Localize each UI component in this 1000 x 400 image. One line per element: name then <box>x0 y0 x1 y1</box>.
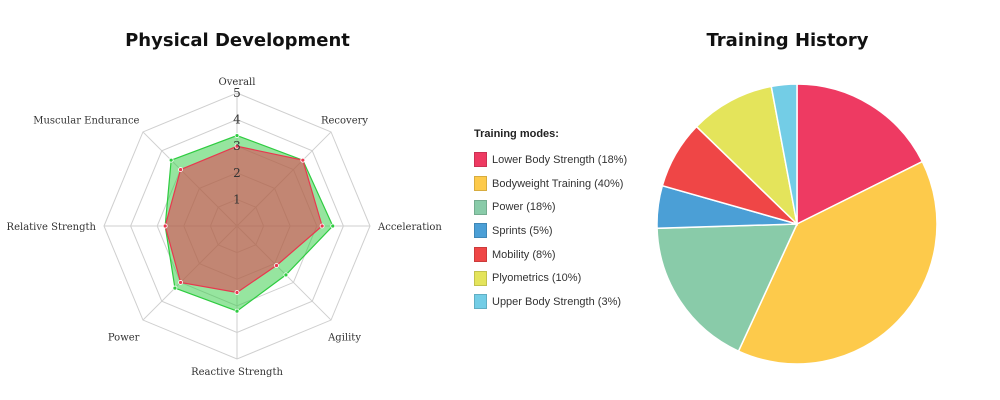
legend-title: Training modes: <box>474 128 559 140</box>
legend-swatch <box>474 176 487 192</box>
pie-slice <box>796 83 924 226</box>
legend-label: Upper Body Strength (3%) <box>492 295 622 308</box>
radar-point <box>283 272 289 278</box>
legend-label: Sprints (5%) <box>492 224 553 237</box>
radar-point <box>178 167 183 172</box>
legend-swatch <box>474 199 487 215</box>
radar-point <box>162 223 168 229</box>
radar-point <box>300 157 306 163</box>
radar-point <box>330 223 336 229</box>
legend-label: Mobility (8%) <box>492 248 556 261</box>
pie-slice <box>737 160 938 365</box>
legend-label: Lower Body Strength (18%) <box>492 153 628 166</box>
radar-axis-label: Muscular Endurance <box>33 115 139 126</box>
radar-point <box>178 280 183 285</box>
radar-axis-label: Relative Strength <box>7 222 97 233</box>
radar-tick-label: 4 <box>233 113 241 127</box>
radar-point <box>234 133 240 138</box>
legend-swatch <box>474 223 487 239</box>
legend-swatch <box>474 270 487 286</box>
legend-label: Power (18%) <box>492 201 556 214</box>
legend-label: Plyometrics (10%) <box>492 272 582 285</box>
radar-point <box>168 157 174 163</box>
pie-chart-title: Training History <box>706 30 869 51</box>
radar-point <box>319 223 325 229</box>
pie-slice <box>656 184 798 230</box>
pie-legend: Training modes: Lower Body Strength (18%… <box>474 128 627 314</box>
legend-swatch <box>474 294 487 310</box>
radar-tick-label: 2 <box>233 166 241 180</box>
legend-item: Mobility (8%) <box>474 243 627 267</box>
radar-point <box>274 263 279 268</box>
legend-item: Bodyweight Training (40%) <box>474 172 627 196</box>
legend-item: Power (18%) <box>474 195 627 219</box>
pie-slice <box>656 223 799 353</box>
radar-axis-label: Acceleration <box>377 222 442 233</box>
radar-point <box>172 285 178 291</box>
radar-tick-label: 1 <box>233 192 241 206</box>
radar-point <box>234 308 240 314</box>
radar-point <box>234 290 240 295</box>
radar-axis-label: Recovery <box>321 115 368 126</box>
radar-axis-label: Power <box>108 333 140 344</box>
legend-swatch <box>474 152 487 168</box>
legend-item: Upper Body Strength (3%) <box>474 290 627 314</box>
radar-chart-title: Physical Development <box>125 30 350 51</box>
radar-axis-label: Overall <box>219 77 256 88</box>
radar-axis-label: Reactive Strength <box>191 367 283 378</box>
radar-tick-label: 3 <box>233 139 241 153</box>
pie-slice <box>695 85 799 227</box>
radar-tick-label: 5 <box>233 86 241 100</box>
legend-label: Bodyweight Training (40%) <box>492 177 624 190</box>
legend-swatch <box>474 247 487 263</box>
pie-slice <box>770 83 798 225</box>
legend-item: Lower Body Strength (18%) <box>474 148 627 172</box>
radar-axis-label: Agility <box>327 333 361 344</box>
legend-item: Plyometrics (10%) <box>474 266 627 290</box>
radar-point <box>234 143 240 149</box>
pie-slice <box>661 125 798 225</box>
legend-item: Sprints (5%) <box>474 219 627 243</box>
